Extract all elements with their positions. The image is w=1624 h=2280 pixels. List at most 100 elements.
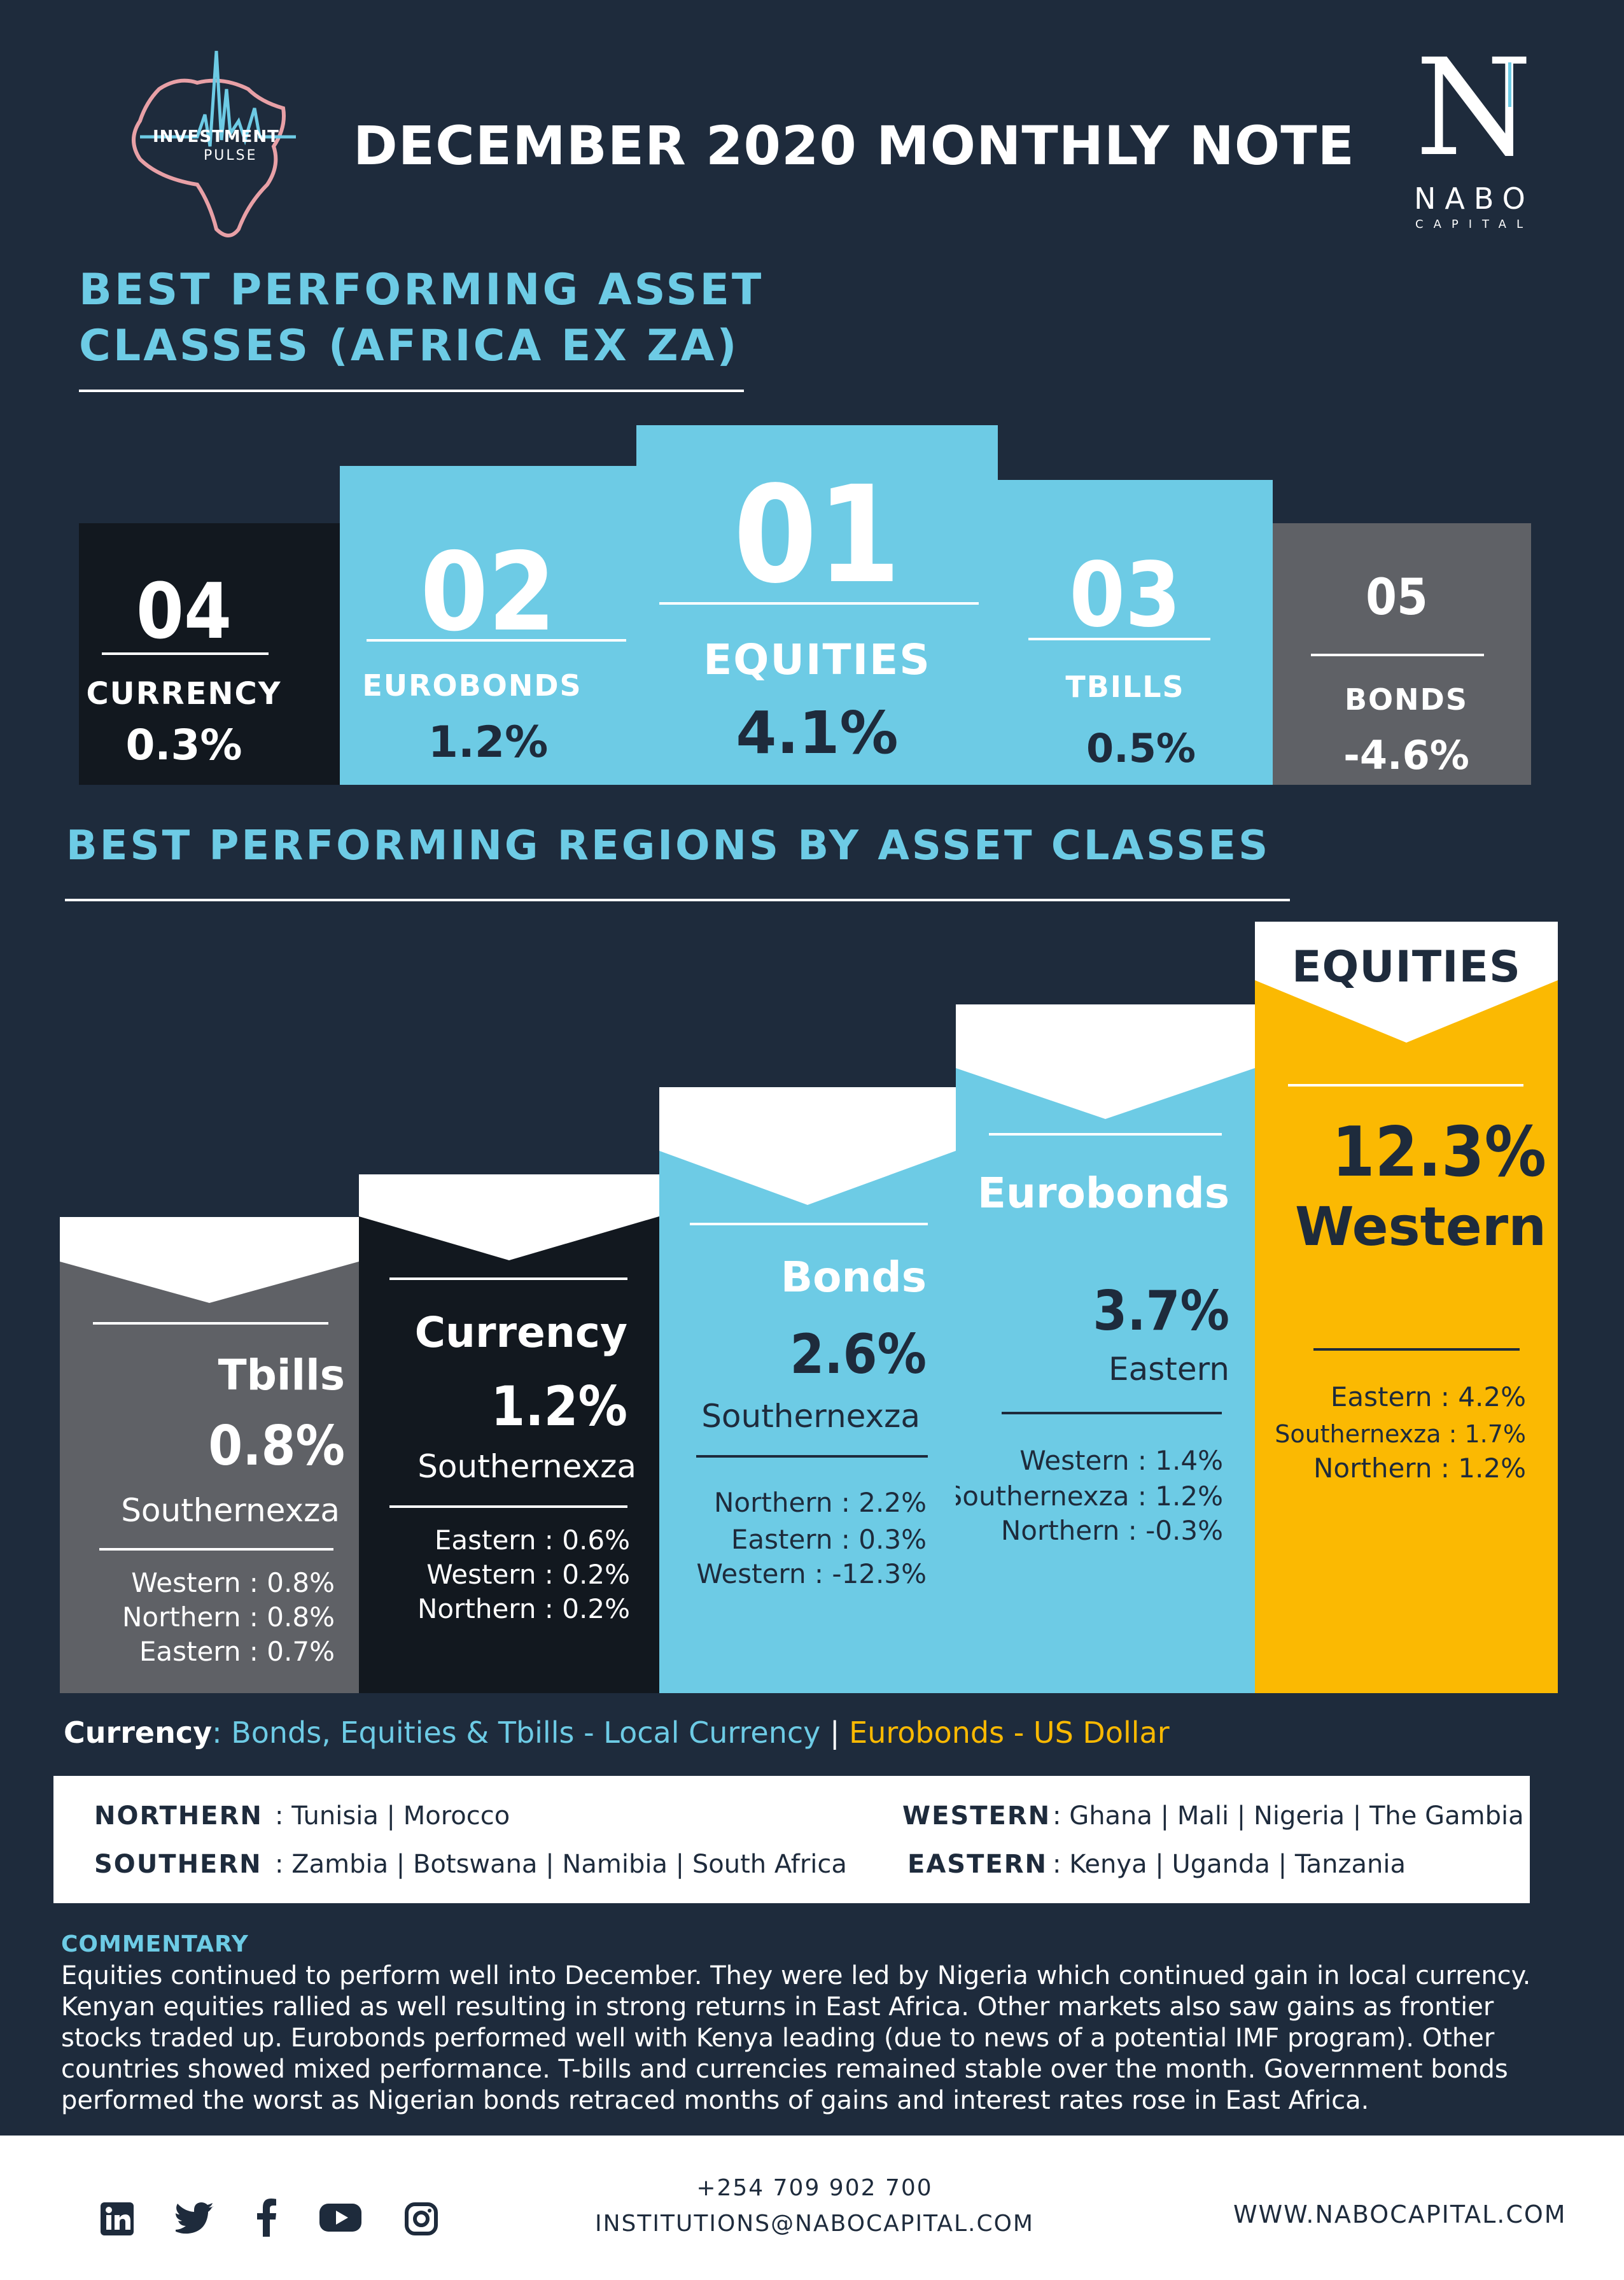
region-bar-equities: EQUITIES 12.3% Western Eastern : 4.2% So… [1255,922,1558,1693]
region-bar-pct: 1.2% [491,1375,627,1439]
region-bar-other-3: Northern : -0.3% [1000,1515,1223,1546]
investment-pulse-logo: INVESTMENT PULSE [121,38,305,248]
contact-email[interactable]: INSTITUTIONS@NABOCAPITAL.COM [595,2211,1034,2237]
region-bar-other-2: Northern : 0.8% [122,1601,335,1633]
section1-divider [79,390,744,392]
region-bar-top-region: Southernexza [417,1448,636,1485]
legend-separator: | [830,1715,840,1750]
asset-label: CURRENCY [86,676,282,712]
page-title: DECEMBER 2020 MONTHLY NOTE [353,115,1355,177]
contact-phone[interactable]: +254 709 902 700 [696,2175,933,2201]
region-bar-other-2: Southernexza : 1.7% [1275,1420,1526,1448]
commentary-body: Equities continued to perform well into … [61,1960,1588,2116]
region-bar-other-3: Northern : 1.2% [1313,1453,1526,1484]
asset-box-eurobonds: 02 EUROBONDS 1.2% [340,466,636,785]
logo-left-line1: INVESTMENT [153,127,279,146]
instagram-icon[interactable] [405,2202,438,2238]
region-bar-currency: Currency 1.2% Southernexza Eastern : 0.6… [359,1174,659,1693]
africa-map-icon [132,50,296,237]
region-key-name: WESTERN [902,1801,1051,1831]
asset-rank: 03 [1069,544,1181,647]
youtube-icon[interactable] [319,2202,361,2235]
logo-mark-accent [1508,62,1511,107]
region-key-countries: : Zambia | Botswana | Namibia | South Af… [275,1850,847,1879]
region-bar-name: Currency [414,1308,627,1357]
asset-rank-line [102,652,269,655]
footer: +254 709 902 700 INSTITUTIONS@NABOCAPITA… [0,2136,1624,2280]
asset-rank: 04 [136,568,232,656]
asset-value: 1.2% [428,717,549,768]
bar-cap-notch [659,1087,956,1205]
facebook-icon[interactable] [257,2199,277,2239]
region-bar-bonds: Bonds 2.6% Southernexza Northern : 2.2% … [659,1087,956,1693]
region-key-name: EASTERN [907,1850,1047,1879]
asset-value: 4.1% [736,699,899,767]
asset-rank: 05 [1366,569,1428,626]
region-bar-other-1: Western : 1.4% [1019,1445,1223,1476]
bar-divider [989,1133,1222,1136]
nabo-capital-logo: N NABO CAPITAL [1406,38,1553,236]
bar-divider [696,1455,928,1458]
bar-divider [93,1322,328,1325]
linkedin-icon[interactable] [101,2202,134,2238]
region-bar-top-region: Western [1295,1195,1546,1258]
bar-cap-notch [60,1217,359,1303]
asset-box-equities: 01 EQUITIES 4.1% [636,425,998,785]
legend-usd-text: Eurobonds - US Dollar [849,1715,1170,1750]
region-key-panel: NORTHERN : Tunisia | Morocco SOUTHERN : … [53,1776,1530,1903]
bar-divider [1313,1348,1520,1351]
asset-label: EUROBONDS [362,668,582,703]
region-bar-other-1: Western : 0.8% [131,1567,335,1598]
asset-box-bonds: 05 BONDS -4.6% [1273,523,1531,785]
region-bar-name: Bonds [780,1253,927,1302]
region-bar-other-2: Southernexza : 1.2% [956,1481,1223,1512]
asset-classes-heading-line2: CLASSES (AFRICA EX ZA) [79,321,739,371]
region-bar-top-region: Eastern [1108,1351,1229,1388]
legend-currency-label: Currency [64,1715,213,1750]
asset-classes-heading: BEST PERFORMING ASSET CLASSES (AFRICA EX… [79,262,764,374]
commentary-line: performed the worst as Nigerian bonds re… [61,2086,1369,2115]
region-bar-other-2: Eastern : 0.3% [731,1524,927,1555]
region-key-name: SOUTHERN [94,1850,262,1879]
asset-rank: 01 [733,457,901,613]
region-bar-other-2: Western : 0.2% [426,1559,630,1590]
regions-heading: BEST PERFORMING REGIONS BY ASSET CLASSES [66,822,1271,869]
bar-cap-notch [956,1004,1255,1119]
region-key-countries: : Ghana | Mali | Nigeria | The Gambia [1053,1801,1524,1831]
commentary-line: Kenyan equities rallied as well resultin… [61,1992,1494,2022]
bar-divider [389,1505,627,1508]
website-link[interactable]: WWW.NABOCAPITAL.COM [1233,2200,1567,2228]
logo-mark: N [1415,30,1532,186]
asset-box-currency: 04 CURRENCY 0.3% [79,523,340,785]
bar-divider [389,1277,627,1280]
region-bar-pct: 0.8% [208,1414,345,1478]
region-bar-other-3: Western : -12.3% [696,1558,927,1589]
asset-value: 0.5% [1086,725,1196,771]
asset-rank-line [659,602,979,605]
region-key-countries: : Tunisia | Morocco [275,1801,510,1831]
contact-block: +254 709 902 700 INSTITUTIONS@NABOCAPITA… [560,2171,1069,2242]
region-key-name: NORTHERN [94,1801,263,1831]
region-bar-name: Eurobonds [977,1169,1229,1218]
asset-value: -4.6% [1343,732,1469,778]
logo-sub: CAPITAL [1415,218,1533,231]
region-bar-other-1: Eastern : 0.6% [434,1524,630,1556]
asset-label: TBILLS [1065,670,1185,704]
bar-cap-notch [1255,922,1558,1043]
bar-divider [1002,1412,1222,1414]
commentary-line: countries showed mixed performance. T-bi… [61,2055,1508,2084]
currency-legend: Currency: Bonds, Equities & Tbills - Loc… [64,1715,1170,1750]
bar-divider [1288,1084,1523,1087]
asset-rank-line [1028,638,1210,640]
region-bar-top-region: Southernexza [701,1398,920,1435]
twitter-icon[interactable] [172,2202,215,2238]
bar-divider [690,1223,928,1225]
commentary-line: stocks traded up. Eurobonds performed we… [61,2023,1495,2053]
section2-divider [65,899,1290,901]
region-bar-pct: 12.3% [1331,1113,1546,1192]
region-bar-name: Tbills [218,1351,345,1400]
region-bar-pct: 3.7% [1093,1279,1229,1343]
asset-box-tbills: 03 TBILLS 0.5% [998,480,1273,785]
legend-local-text: : Bonds, Equities & Tbills - Local Curre… [212,1715,821,1750]
region-bar-name: EQUITIES [1292,942,1521,992]
